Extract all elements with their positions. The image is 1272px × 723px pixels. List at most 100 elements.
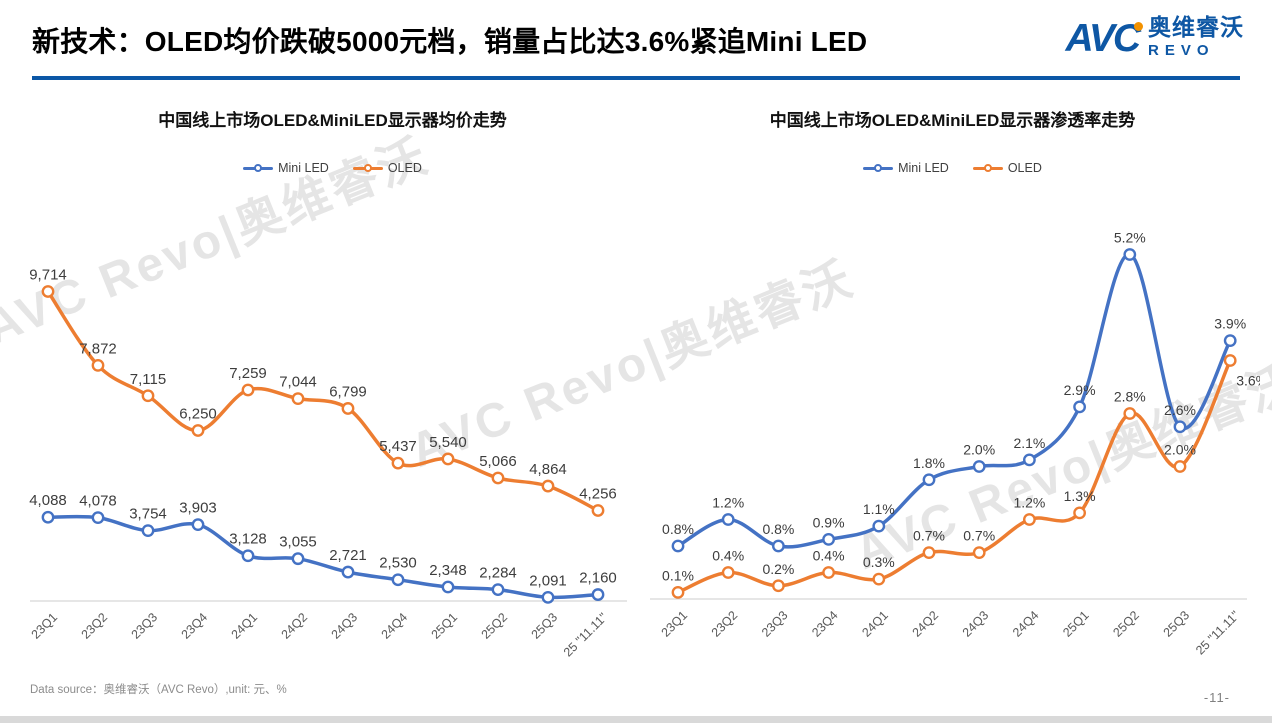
data-label: 5,540 (429, 434, 467, 451)
data-label: 2,284 (479, 565, 517, 582)
data-label: 0.7% (963, 528, 995, 544)
chart-plot: 23Q1 23Q2 23Q3 23Q4 24Q1 24Q2 24Q3 24Q4 25Q1 25Q2… (650, 230, 1260, 657)
data-label: 4,256 (579, 485, 617, 502)
x-axis-label: 23Q2 (79, 610, 111, 642)
logo-orange-dot-icon (1134, 22, 1143, 31)
x-axis-label: 24Q4 (1010, 608, 1042, 640)
footer-source: Data source：奥维睿沃（AVC Revo）,unit: 元、% (30, 684, 287, 696)
legend-label: OLED (1007, 161, 1042, 175)
data-label: 3.6% (1236, 373, 1260, 389)
avc-logo: AVC 奥维睿沃 REVO (1066, 16, 1244, 62)
data-label: 4,088 (29, 492, 67, 509)
legend-label: Mini LED (278, 161, 329, 175)
x-axis-label: 23Q1 (659, 608, 691, 640)
data-label: 7,044 (279, 374, 317, 391)
legend-item: OLED (972, 161, 1042, 175)
data-label: 7,115 (130, 371, 166, 388)
data-point-marker (291, 552, 305, 566)
x-axis-label: 23Q1 (29, 610, 61, 642)
data-label: 0.1% (662, 567, 694, 583)
data-point-marker (441, 452, 455, 466)
data-label: 0.2% (762, 561, 794, 577)
data-label: 2,721 (329, 547, 367, 564)
x-axis-label: 25 "11.11" (561, 610, 610, 659)
x-axis-label: 25Q3 (529, 610, 561, 642)
data-point-marker (1073, 400, 1086, 414)
data-label: 0.3% (863, 554, 895, 570)
data-point-marker (1123, 407, 1137, 420)
data-point-marker (91, 511, 105, 525)
data-point-marker (1022, 453, 1036, 467)
series-line-mini-led (676, 252, 1232, 549)
data-point-marker (922, 546, 936, 560)
legend-label: OLED (387, 161, 422, 175)
data-label: 2,160 (579, 570, 617, 587)
x-axis-label: 23Q3 (129, 610, 161, 642)
data-label: 2.8% (1114, 389, 1146, 405)
x-axis-label: 24Q3 (960, 608, 992, 640)
data-label: 2.6% (1164, 402, 1196, 418)
x-axis-label: 25 "11.11" (1193, 608, 1242, 657)
data-label: 1.2% (712, 495, 744, 511)
data-point-marker (1073, 506, 1086, 520)
x-axis-label: 24Q2 (910, 608, 942, 640)
data-point-marker (341, 402, 355, 415)
x-axis-label: 23Q4 (809, 608, 841, 640)
data-point-marker (191, 518, 205, 532)
data-point-marker (541, 479, 555, 493)
data-point-marker (141, 524, 155, 538)
data-label: 2.0% (1164, 442, 1196, 458)
data-point-marker (822, 532, 836, 546)
data-point-marker (391, 456, 405, 470)
data-label: 1.8% (913, 455, 945, 471)
data-point-marker (1173, 460, 1187, 473)
x-axis-label: 24Q2 (279, 610, 311, 642)
legend-item: OLED (352, 161, 422, 175)
data-label: 0.8% (762, 521, 794, 537)
x-axis-label: 23Q2 (709, 608, 741, 640)
data-label: 2,530 (379, 555, 417, 572)
x-axis-label: 24Q1 (229, 610, 261, 642)
data-point-marker (771, 539, 785, 553)
series-line-oled (46, 289, 600, 513)
data-point-marker (1022, 513, 1036, 526)
x-axis-label: 25Q2 (479, 610, 511, 642)
chart-panel-penetration: 中国线上市场OLED&MiniLED显示器渗透率走势 Mini LED OLED … (645, 98, 1260, 678)
data-label: 1.3% (1064, 488, 1096, 504)
data-label: 3.9% (1214, 316, 1246, 332)
data-label: 2,348 (429, 562, 467, 579)
x-axis-label: 24Q4 (379, 610, 411, 642)
legend-marker-icon (243, 164, 274, 172)
title-underline-rule (32, 76, 1240, 80)
legend-item: Mini LED (243, 161, 329, 175)
data-label: 2.9% (1064, 382, 1096, 398)
data-point-marker (591, 504, 605, 517)
data-point-marker (241, 383, 255, 397)
data-point-marker (291, 392, 305, 406)
data-label: 3,055 (279, 534, 317, 551)
data-label: 2.0% (963, 442, 995, 458)
data-point-marker (191, 424, 205, 437)
data-label: 0.4% (813, 548, 845, 564)
data-label: 0.8% (662, 521, 694, 537)
chart-plot: 23Q1 23Q2 23Q3 23Q4 24Q1 24Q2 24Q3 24Q4 25Q1 25Q2… (29, 266, 627, 659)
data-label: 5.2% (1114, 230, 1146, 246)
x-axis-label: 24Q3 (329, 610, 361, 642)
data-point-marker (591, 588, 605, 601)
bottom-bar (0, 716, 1272, 723)
data-label: 2,091 (529, 572, 567, 589)
data-point-marker (822, 566, 836, 579)
data-point-marker (91, 358, 105, 372)
legend-marker-icon (352, 164, 383, 172)
data-label: 6,799 (329, 383, 367, 400)
data-point-marker (141, 389, 155, 403)
data-point-marker (972, 460, 986, 473)
data-point-marker (1223, 334, 1237, 348)
data-label: 1.1% (863, 501, 895, 517)
data-point-marker (1123, 248, 1137, 261)
data-label: 9,714 (29, 266, 67, 283)
chart-legend: Mini LED OLED (25, 161, 640, 175)
chart-title: 中国线上市场OLED&MiniLED显示器渗透率走势 (769, 111, 1136, 130)
series-line-mini-led (46, 514, 600, 600)
